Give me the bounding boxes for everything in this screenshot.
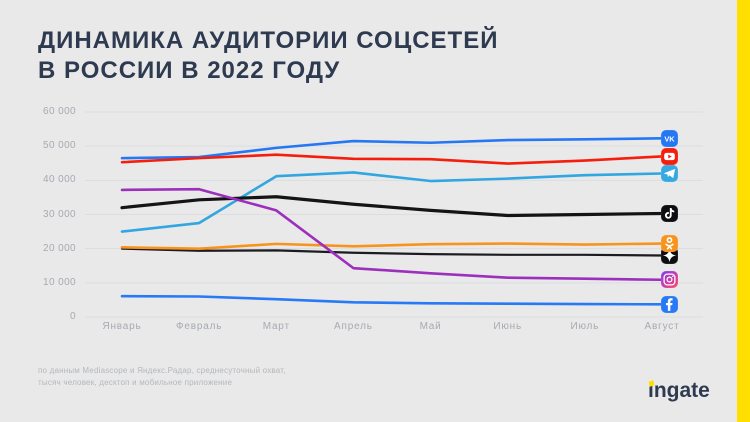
vk-icon: VK <box>661 129 678 147</box>
yellow-accent-stripe <box>737 0 750 422</box>
x-axis-month-label: Январь <box>102 321 142 332</box>
source-note-line-2: тысяч человек, десктоп и мобильное прило… <box>38 378 233 387</box>
y-axis-tick-label: 0 <box>70 311 76 322</box>
title-line-2: В РОССИИ В 2022 ГОДУ <box>38 57 341 84</box>
source-note: по данным Mediascope и Яндекс.Радар, сре… <box>38 365 286 389</box>
y-axis-tick-label: 60 000 <box>43 106 76 117</box>
title-line-1: ДИНАМИКА АУДИТОРИИ СОЦСЕТЕЙ <box>38 27 499 54</box>
source-note-line-1: по данным Mediascope и Яндекс.Радар, сре… <box>38 366 286 375</box>
x-axis-month-label: Июль <box>570 321 600 332</box>
chart-line-facebook <box>120 294 664 306</box>
instagram-icon <box>661 271 678 289</box>
x-axis-month-label: Апрель <box>334 321 373 332</box>
chart-line-ok <box>120 242 664 250</box>
chart-line-zen <box>120 247 664 257</box>
chart-line-youtube <box>120 153 664 165</box>
y-axis-tick-label: 50 000 <box>43 140 76 152</box>
page-title: ДИНАМИКА АУДИТОРИИ СОЦСЕТЕЙ В РОССИИ В 20… <box>38 26 638 86</box>
chart-line-instagram <box>120 187 664 282</box>
y-axis-tick-label: 10 000 <box>43 276 76 288</box>
y-axis-tick-label: 40 000 <box>43 174 76 186</box>
x-axis-month-label: Июнь <box>493 321 523 332</box>
logo-text: ingate <box>648 379 710 402</box>
ok-icon <box>661 235 678 253</box>
telegram-icon <box>661 165 678 182</box>
svg-text:VK: VK <box>664 134 675 143</box>
x-axis-month-label: Май <box>419 321 442 332</box>
y-axis-tick-label: 30 000 <box>43 208 76 220</box>
x-axis-month-label: Август <box>644 321 680 332</box>
youtube-icon <box>661 147 678 165</box>
y-axis-tick-label: 20 000 <box>43 242 76 254</box>
tiktok-icon <box>661 204 678 222</box>
x-axis-month-label: Февраль <box>176 321 223 332</box>
facebook-icon <box>661 295 678 313</box>
chart-line-vk <box>120 137 664 160</box>
x-axis-month-label: Март <box>262 321 290 332</box>
chart-line-telegram <box>120 171 664 233</box>
ingate-logo: ingate <box>648 379 728 405</box>
chart-line-tiktok <box>120 195 664 218</box>
